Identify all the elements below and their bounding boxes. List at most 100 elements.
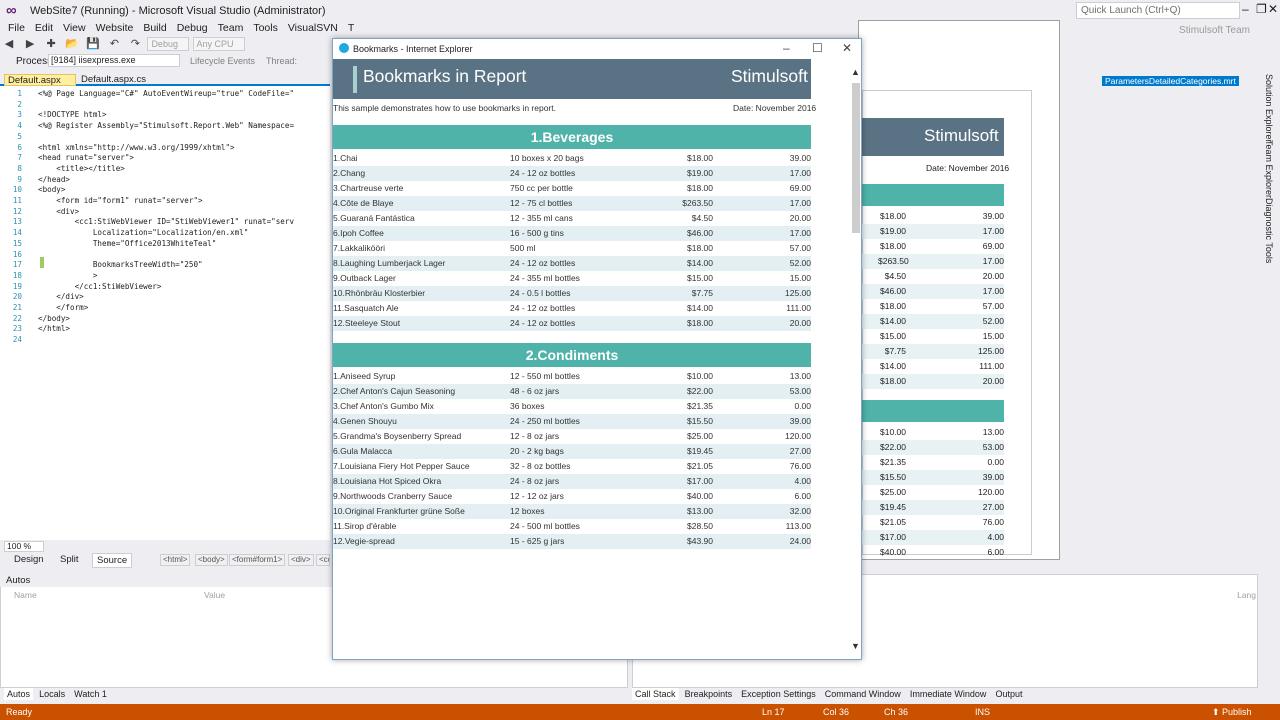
code-line[interactable]: 3 <!DOCTYPE html> — [0, 110, 107, 121]
menu-item-website[interactable]: Website — [95, 22, 134, 34]
zoom-combo[interactable]: 100 % — [4, 541, 44, 552]
code-line[interactable]: 15 Theme="Office2013WhiteTeal" — [0, 239, 216, 250]
code-line[interactable]: 13 <cc1:StiWebViewer ID="StiWebViewer1" … — [0, 217, 294, 228]
user-name[interactable]: Stimulsoft Team — [1179, 25, 1250, 36]
back-icon[interactable]: ◀ — [4, 38, 14, 50]
code-line[interactable]: 2 — [0, 100, 38, 111]
code-text[interactable]: <form id="form1" runat="server"> — [38, 196, 203, 205]
code-text[interactable]: <head runat="server"> — [38, 153, 135, 163]
code-line[interactable]: 7 <head runat="server"> — [0, 153, 134, 164]
code-line[interactable]: 22 </body> — [0, 314, 70, 325]
code-text[interactable]: </div> — [38, 292, 84, 302]
new-project-icon[interactable]: ✚ — [46, 38, 56, 50]
tab-command-window[interactable]: Command Window — [824, 689, 901, 699]
code-text[interactable]: </form> — [38, 303, 89, 312]
tab-locals[interactable]: Locals — [39, 689, 66, 699]
code-line[interactable]: 18 > — [0, 270, 98, 282]
code-line[interactable]: 5 — [0, 132, 38, 143]
design-view-button[interactable]: Design — [14, 554, 44, 565]
breadcrumb-cc[interactable]: <cc — [316, 554, 330, 566]
lifecycle-events-button[interactable]: Lifecycle Events — [190, 56, 256, 66]
ie-minimize-icon[interactable]: – — [783, 41, 790, 55]
undo-icon[interactable]: ↶ — [109, 38, 119, 50]
code-text[interactable]: <html xmlns="http://www.w3.org/1999/xhtm… — [38, 142, 235, 152]
ie-maximize-icon[interactable]: ☐ — [812, 41, 823, 55]
breadcrumb-div[interactable]: <div> — [288, 554, 314, 566]
code-line[interactable]: 20 </div> — [0, 292, 84, 303]
autos-column-value[interactable]: Value — [204, 590, 226, 600]
process-combo[interactable]: [9184] iisexpress.exe — [48, 54, 180, 67]
publish-icon[interactable]: ⬆ — [1212, 707, 1220, 717]
tab-immediate-window[interactable]: Immediate Window — [909, 689, 987, 699]
menu-item-build[interactable]: Build — [143, 22, 167, 34]
team-explorer-tab[interactable]: Team Explorer — [1264, 140, 1274, 199]
forward-icon[interactable]: ▶ — [25, 38, 35, 50]
code-line[interactable]: 6 <html xmlns="http://www.w3.org/1999/xht… — [0, 142, 235, 154]
code-line[interactable]: 14 Localization="Localization/en.xml" — [0, 228, 248, 239]
tab-autos[interactable]: Autos — [4, 688, 34, 700]
scrollbar-thumb[interactable] — [852, 83, 860, 233]
code-text[interactable]: Theme="Office2013WhiteTeal" — [38, 238, 217, 248]
code-line[interactable]: 4 <%@ Register Assembly="Stimulsoft.Repor… — [0, 121, 294, 132]
breadcrumb-html[interactable]: <html> — [160, 554, 191, 566]
publish-button[interactable]: Publish — [1222, 707, 1252, 717]
code-line[interactable]: 24 — [0, 335, 38, 346]
code-text[interactable]: </cc1:StiWebViewer> — [38, 281, 162, 291]
open-icon[interactable]: 📂 — [65, 38, 80, 50]
code-line[interactable]: 19 </cc1:StiWebViewer> — [0, 281, 162, 293]
quick-launch-input[interactable]: Quick Launch (Ctrl+Q) — [1076, 2, 1240, 19]
save-icon[interactable]: 💾 — [86, 38, 101, 50]
code-text[interactable]: > — [38, 270, 98, 280]
tab-output[interactable]: Output — [995, 689, 1023, 699]
code-line[interactable]: 12 <div> — [0, 207, 79, 218]
solution-explorer-tab[interactable]: Solution Explorer — [1264, 74, 1274, 143]
tab-default-aspx[interactable]: Default.aspx — [4, 74, 76, 86]
redo-icon[interactable]: ↷ — [130, 38, 140, 50]
platform-combo[interactable]: Any CPU — [192, 37, 245, 51]
code-line[interactable]: 9 </head> — [0, 175, 70, 186]
scroll-up-icon[interactable]: ▲ — [851, 67, 860, 77]
diagnostic-tools-tab[interactable]: Diagnostic Tools — [1264, 198, 1274, 264]
code-line[interactable]: 1 <%@ Page Language="C#" AutoEventWireup=… — [0, 89, 294, 100]
code-text[interactable]: </html> — [38, 324, 71, 334]
restore-icon[interactable]: ❐ — [1256, 2, 1267, 16]
breadcrumb-form[interactable]: <form#form1> — [229, 554, 286, 566]
tab-report-file[interactable]: ParametersDetailedCategories.mrt — [1102, 76, 1239, 86]
tab-breakpoints[interactable]: Breakpoints — [684, 689, 733, 699]
source-view-button[interactable]: Source — [92, 553, 133, 568]
menu-item-tools[interactable]: Tools — [253, 22, 278, 34]
code-text[interactable]: <body> — [38, 185, 66, 195]
code-text[interactable]: <%@ Page Language="C#" AutoEventWireup="… — [38, 89, 295, 98]
tab-watch-1[interactable]: Watch 1 — [74, 689, 107, 699]
menu-item-file[interactable]: File — [8, 22, 25, 34]
close-icon[interactable]: ✕ — [1268, 2, 1279, 16]
code-line[interactable]: 21 </form> — [0, 303, 88, 314]
scroll-down-icon[interactable]: ▼ — [851, 641, 860, 651]
code-line[interactable]: 16 — [0, 250, 38, 261]
code-editor[interactable]: 1 <%@ Page Language="C#" AutoEventWireup=… — [0, 86, 330, 540]
code-line[interactable]: 11 <form id="form1" runat="server"> — [0, 196, 203, 207]
solution-config-combo[interactable]: Debug — [147, 37, 190, 51]
menu-item-debug[interactable]: Debug — [176, 22, 208, 34]
code-line[interactable]: 10 <body> — [0, 185, 66, 196]
menu-item-edit[interactable]: Edit — [34, 22, 54, 34]
code-line[interactable]: 17 BookmarksTreeWidth="250" — [0, 260, 203, 271]
code-line[interactable]: 23 </html> — [0, 324, 70, 335]
call-stack-lang-column[interactable]: Lang — [1237, 590, 1256, 600]
tab-exception-settings[interactable]: Exception Settings — [741, 689, 816, 699]
menu-item-team[interactable]: Team — [217, 22, 244, 34]
code-text[interactable]: <!DOCTYPE html> — [38, 110, 107, 120]
minimize-icon[interactable]: – — [1242, 2, 1249, 16]
code-text[interactable]: <cc1:StiWebViewer ID="StiWebViewer1" run… — [38, 217, 295, 227]
menu-item-visualsvn[interactable]: VisualSVN — [287, 22, 338, 34]
tab-default-aspx-cs[interactable]: Default.aspx.cs — [81, 74, 146, 85]
code-text[interactable]: </head> — [38, 174, 71, 184]
menu-item-t[interactable]: T — [347, 22, 355, 34]
autos-column-name[interactable]: Name — [14, 590, 37, 600]
code-text[interactable]: </body> — [38, 313, 71, 323]
code-text[interactable]: <div> — [38, 206, 80, 216]
code-line[interactable]: 8 <title></title> — [0, 164, 124, 175]
code-text[interactable]: Localization="Localization/en.xml" — [38, 228, 249, 238]
split-view-button[interactable]: Split — [60, 554, 79, 565]
menu-item-view[interactable]: View — [63, 22, 86, 34]
